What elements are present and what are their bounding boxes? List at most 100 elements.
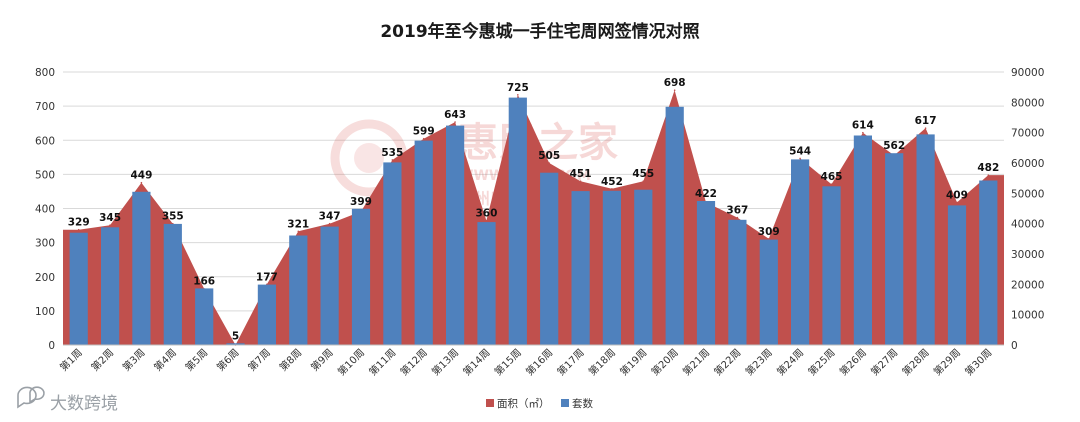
bar — [508, 97, 527, 345]
data-label: 355 — [162, 211, 184, 223]
data-labels: 329 345 449 355 166 5 177 321 347 399 535 599 643 360… — [68, 77, 1000, 342]
area-point — [673, 89, 676, 91]
bar — [195, 288, 214, 345]
bar — [571, 191, 590, 345]
legend-swatch-area — [486, 399, 494, 407]
area-point — [579, 180, 582, 182]
data-label: 614 — [852, 120, 874, 132]
legend-label-bar: 套数 — [572, 397, 593, 410]
bar — [853, 135, 872, 345]
bar — [728, 219, 747, 345]
bar — [320, 226, 339, 345]
data-label: 465 — [821, 171, 843, 183]
bar — [540, 172, 559, 345]
data-label: 309 — [758, 226, 780, 238]
bar — [289, 235, 308, 345]
bar — [163, 223, 182, 345]
y-right-tick-label: 30000 — [1011, 249, 1044, 261]
data-label: 321 — [287, 218, 309, 230]
y-left-tick-label: 300 — [35, 238, 55, 250]
area-point — [109, 224, 111, 226]
bar — [602, 190, 621, 345]
area-point — [454, 121, 456, 123]
bar — [257, 284, 276, 345]
data-label: 360 — [475, 208, 497, 220]
corner-logo: 大数跨境 — [17, 386, 118, 414]
corner-logo-text: 大数跨境 — [50, 394, 118, 414]
data-label: 347 — [319, 211, 341, 223]
area-point — [862, 131, 864, 134]
chat-bubble-logo-icon — [17, 386, 45, 409]
y-left-tick-label: 400 — [35, 204, 55, 216]
bar — [634, 189, 653, 345]
bar — [132, 191, 151, 345]
data-label: 5 — [232, 330, 239, 342]
y-right-tick-label: 90000 — [1011, 67, 1044, 79]
legend-label-area: 面积（㎡） — [497, 398, 550, 410]
bar — [979, 180, 998, 345]
bar — [101, 227, 120, 345]
bar — [822, 186, 841, 345]
y-left-tick-label: 0 — [48, 340, 55, 352]
data-label: 535 — [381, 147, 403, 159]
data-label: 367 — [726, 205, 748, 217]
area-point — [485, 219, 488, 222]
area-point — [391, 159, 394, 161]
y-right-tick-label: 40000 — [1011, 219, 1044, 231]
y-right-tick-label: 80000 — [1011, 97, 1044, 109]
bar — [351, 208, 371, 345]
bar — [477, 222, 496, 345]
data-label: 544 — [789, 145, 811, 157]
legend-swatch-bar — [561, 399, 569, 407]
bar — [383, 162, 402, 345]
bar-series — [69, 97, 998, 345]
data-label: 399 — [350, 196, 372, 208]
data-label: 599 — [413, 126, 435, 138]
area-point — [956, 201, 958, 204]
legend: 面积（㎡） 套数 — [486, 397, 593, 410]
bar — [885, 153, 904, 345]
data-label: 329 — [68, 217, 90, 229]
y-right-tick-label: 10000 — [1011, 310, 1044, 322]
data-label: 452 — [601, 176, 623, 188]
bar — [759, 239, 778, 345]
area-point — [799, 157, 801, 160]
y-right-tick-label: 70000 — [1011, 128, 1044, 140]
area-point — [767, 238, 770, 240]
data-label: 562 — [883, 140, 905, 152]
y-right-tick-label: 20000 — [1011, 279, 1044, 291]
area-point — [77, 228, 80, 231]
watermark-logo-inner-icon — [354, 143, 384, 173]
data-label: 422 — [695, 188, 717, 200]
y-left-tick-label: 200 — [35, 272, 55, 284]
data-label: 643 — [444, 109, 466, 121]
area-point — [642, 180, 645, 182]
data-label: 166 — [193, 275, 215, 287]
area-point — [328, 222, 331, 225]
area-point — [548, 162, 550, 164]
area-point — [297, 230, 300, 233]
y-left-tick-label: 800 — [35, 67, 55, 79]
chart-title: 2019年至今惠城一手住宅周网签情况对照 — [380, 21, 699, 42]
data-label: 505 — [538, 150, 560, 162]
bar — [69, 232, 88, 345]
data-label: 617 — [915, 115, 937, 127]
y-left-tick-label: 500 — [35, 169, 55, 181]
data-label: 455 — [632, 168, 654, 180]
y-left-tick-label: 100 — [35, 306, 55, 318]
bar — [226, 343, 245, 345]
data-label: 482 — [977, 162, 999, 174]
y-left-tick-label: 600 — [35, 135, 55, 147]
data-label: 698 — [664, 77, 686, 89]
data-label: 725 — [507, 82, 529, 94]
area-point — [924, 127, 927, 129]
area-point — [422, 137, 425, 140]
area-point — [611, 187, 613, 190]
data-label: 345 — [99, 212, 121, 224]
bar — [414, 140, 433, 345]
bar — [791, 159, 810, 345]
area-point — [736, 216, 739, 219]
y-right-tick-label: 60000 — [1011, 158, 1044, 170]
y-left-tick-label: 700 — [35, 101, 55, 113]
